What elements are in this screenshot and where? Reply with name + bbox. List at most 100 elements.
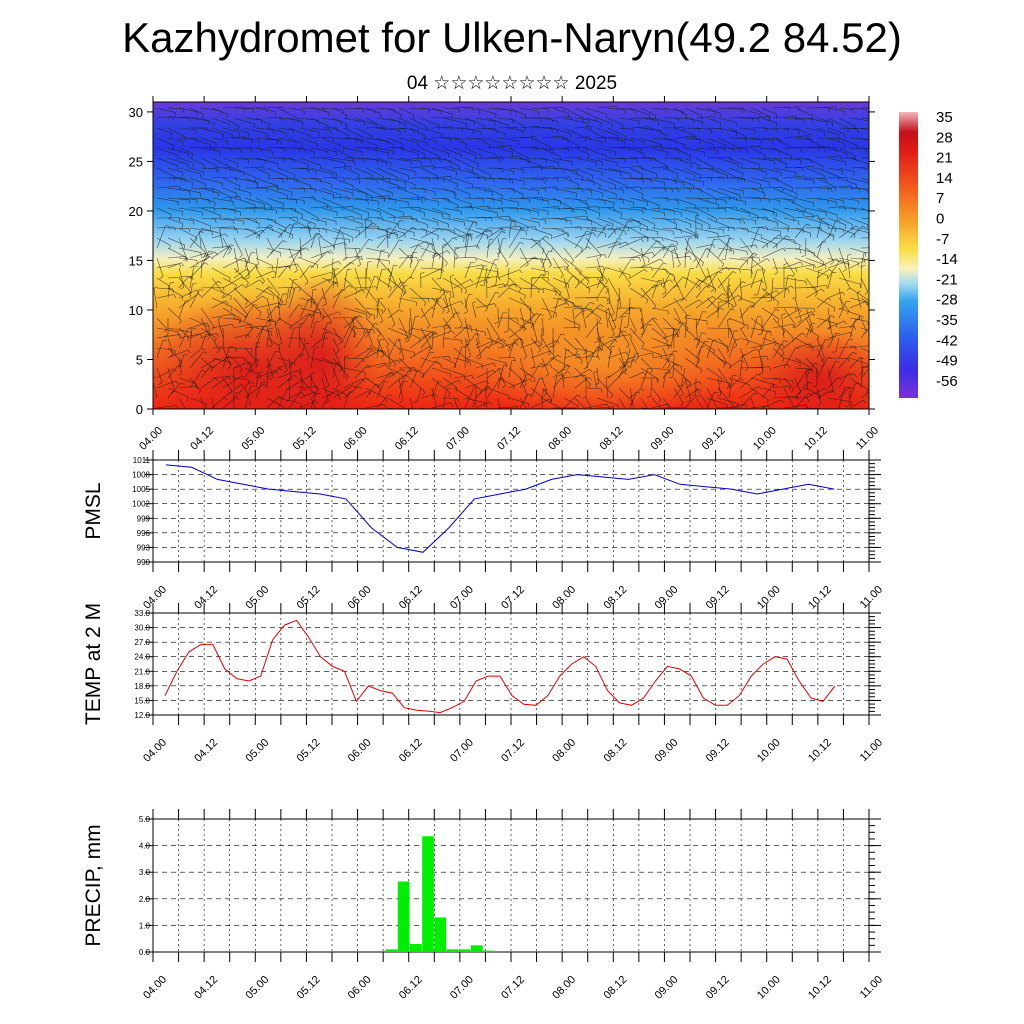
wind-barb bbox=[222, 106, 244, 109]
chart-subtitle: 04 ☆☆☆☆☆☆☆☆ 2025 bbox=[406, 73, 618, 94]
wind-barb bbox=[497, 126, 517, 129]
wind-barb-flag bbox=[173, 294, 177, 298]
wind-barb bbox=[849, 345, 869, 349]
x-tick-label: 11.00 bbox=[854, 425, 881, 452]
wind-barb bbox=[728, 127, 747, 137]
wind-barb-flag bbox=[677, 117, 680, 122]
wind-barb-flag bbox=[560, 200, 562, 205]
wind-barb-flag bbox=[345, 124, 348, 129]
wind-barb bbox=[563, 207, 586, 211]
wind-barb bbox=[574, 107, 597, 118]
wind-barb bbox=[627, 347, 631, 363]
wind-barb-flag bbox=[540, 363, 545, 365]
wind-barb-flag bbox=[259, 279, 263, 283]
wind-barb-flag bbox=[612, 326, 616, 330]
wind-barb-flag bbox=[373, 346, 377, 350]
wind-barb-flag bbox=[311, 372, 316, 375]
wind-barb bbox=[662, 333, 677, 339]
wind-barb-flag bbox=[864, 259, 866, 264]
wind-barb bbox=[365, 216, 383, 219]
wind-barb-flag bbox=[410, 215, 413, 220]
wind-barb-flag bbox=[380, 354, 385, 358]
wind-barb bbox=[398, 254, 410, 269]
wind-barb bbox=[167, 382, 181, 399]
wind-barb bbox=[365, 107, 381, 114]
wind-barb bbox=[673, 307, 681, 323]
wind-barb bbox=[266, 137, 282, 142]
wind-barb-flag bbox=[266, 324, 271, 327]
wind-barb bbox=[332, 206, 353, 209]
wind-barb-flag bbox=[408, 329, 413, 332]
wind-barb bbox=[629, 126, 651, 129]
wind-barb-flag bbox=[175, 380, 179, 385]
wind-barb bbox=[266, 307, 271, 325]
colorbar-label: 0 bbox=[936, 211, 944, 228]
wind-barb-flag bbox=[732, 304, 737, 308]
wind-barb bbox=[585, 348, 601, 359]
y-axis-label: TEMP at 2 M bbox=[82, 603, 105, 725]
wind-barb-flag bbox=[486, 385, 491, 388]
wind-barb bbox=[849, 399, 864, 409]
wind-barb bbox=[431, 187, 455, 192]
wind-barb-flag bbox=[407, 410, 408, 414]
wind-barb-flag bbox=[456, 311, 460, 315]
wind-barb-flag bbox=[836, 219, 841, 221]
wind-barb-flag bbox=[410, 161, 412, 166]
wind-barb-flag bbox=[852, 351, 857, 355]
wind-barb bbox=[398, 117, 419, 128]
wind-barb-flag bbox=[439, 228, 443, 232]
wind-barb bbox=[739, 347, 749, 369]
wind-barb-flag bbox=[338, 261, 342, 265]
wind-barb-flag bbox=[673, 328, 678, 331]
wind-barb bbox=[662, 244, 672, 259]
wind-barb bbox=[750, 293, 767, 309]
colorbar-label: -21 bbox=[936, 271, 958, 288]
wind-barb-flag bbox=[450, 274, 454, 277]
wind-barb-flag bbox=[472, 167, 474, 172]
wind-barb-flag bbox=[792, 297, 797, 300]
wind-barb bbox=[596, 224, 608, 239]
wind-barb bbox=[417, 387, 422, 402]
wind-barb bbox=[285, 287, 290, 305]
wind-barb bbox=[728, 247, 748, 252]
wind-barb-flag bbox=[372, 222, 377, 226]
wind-barb bbox=[519, 107, 539, 112]
wind-barb-flag bbox=[451, 126, 453, 131]
wind-barb bbox=[541, 397, 559, 408]
wind-barb-flag bbox=[211, 415, 215, 417]
wind-barb bbox=[629, 147, 645, 155]
wind-barb-flag bbox=[573, 208, 575, 213]
wind-barb bbox=[255, 185, 278, 189]
wind-barb bbox=[860, 137, 869, 142]
wind-barb bbox=[794, 166, 814, 169]
wind-barb bbox=[310, 227, 326, 230]
wind-barb bbox=[849, 227, 869, 233]
wind-barb bbox=[200, 197, 216, 203]
wind-barb-flag bbox=[830, 261, 834, 265]
wind-barb-flag bbox=[543, 389, 548, 391]
wind-barb-flag bbox=[188, 228, 191, 233]
wind-barb-flag bbox=[759, 145, 762, 150]
wind-barb-flag bbox=[485, 387, 490, 390]
wind-barb-flag bbox=[249, 381, 254, 384]
wind-barb bbox=[783, 332, 803, 349]
wind-barb-flag bbox=[153, 376, 157, 379]
wind-barb bbox=[464, 386, 475, 409]
chart-title: Kazhydromet for Ulken-Naryn(49.2 84.52) bbox=[122, 14, 902, 61]
wind-barb bbox=[178, 197, 197, 200]
wind-barb bbox=[354, 222, 374, 239]
wind-barb bbox=[530, 197, 549, 202]
wind-barb bbox=[772, 147, 792, 157]
wind-barb-flag bbox=[673, 210, 675, 215]
wind-barb bbox=[849, 319, 856, 339]
wind-barb-flag bbox=[173, 368, 177, 372]
wind-barb bbox=[596, 127, 619, 137]
wind-barb bbox=[673, 322, 683, 339]
wind-barb bbox=[354, 390, 369, 399]
wind-barb-flag bbox=[474, 386, 479, 388]
wind-barb bbox=[706, 239, 715, 259]
wind-barb bbox=[321, 281, 334, 299]
wind-barb bbox=[277, 177, 298, 180]
x-tick-label: 08.12 bbox=[597, 425, 625, 453]
wind-barb bbox=[605, 310, 609, 329]
